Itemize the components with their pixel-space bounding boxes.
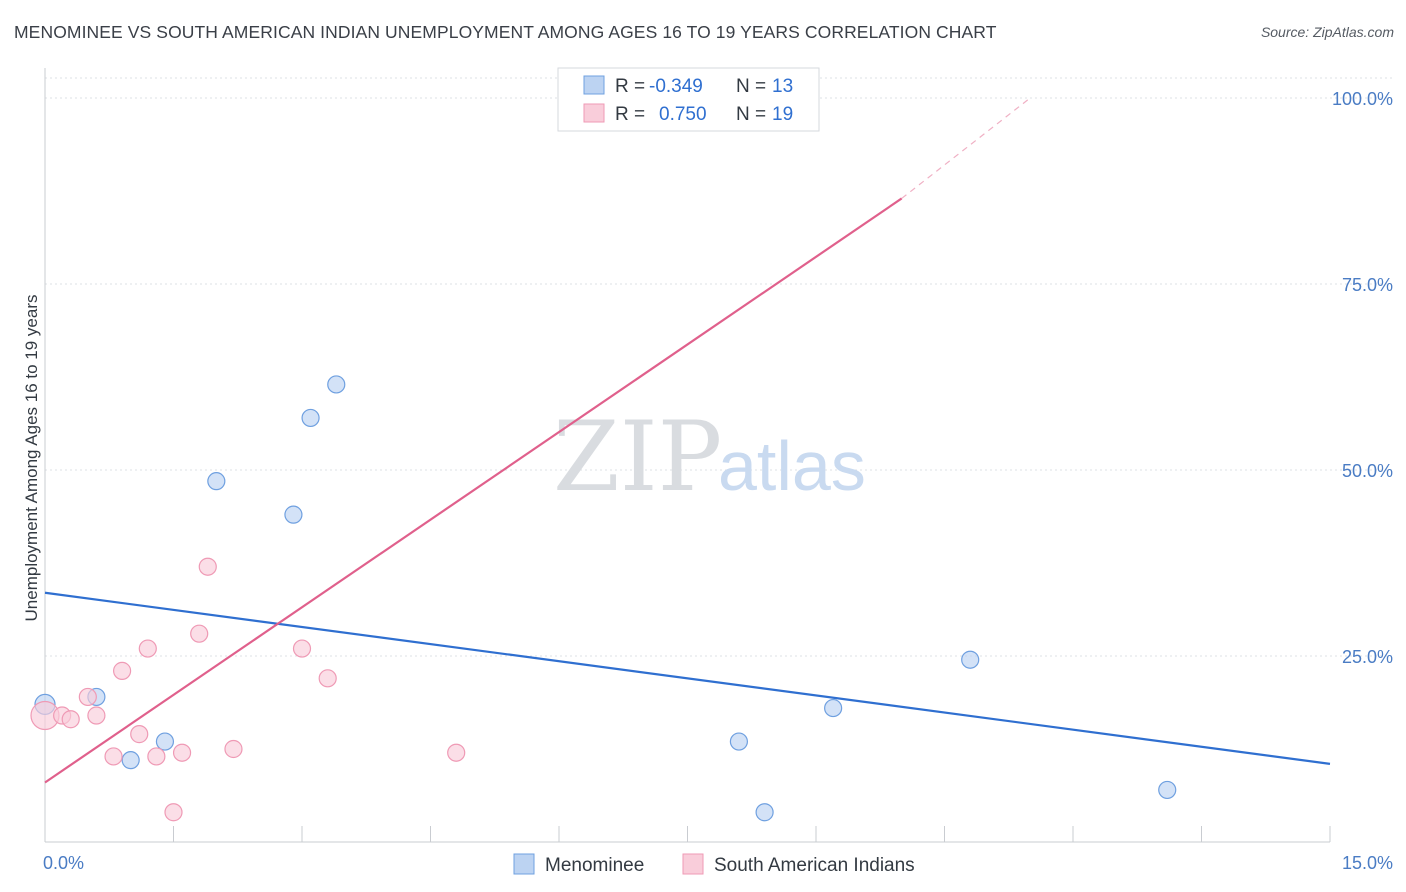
legend-swatch-south-american <box>583 103 605 123</box>
y-axis-label: Unemployment Among Ages 16 to 19 years <box>22 295 41 622</box>
point-menominee-5 <box>284 505 303 524</box>
y-tick-label-75: 75.0% <box>1342 275 1393 295</box>
trend-line-menominee <box>44 591 1331 765</box>
point-south-american-13 <box>198 557 217 576</box>
chart-title: MENOMINEE VS SOUTH AMERICAN INDIAN UNEMP… <box>14 22 997 42</box>
x-tick-labels: 0.0% 15.0% <box>43 853 1393 873</box>
trend-line-extension-south-american <box>901 97 1031 199</box>
point-menominee-11 <box>961 650 980 669</box>
correlation-legend: R = -0.349 N = 13 R = 0.750 N = 19 <box>557 67 820 132</box>
y-tick-label-25: 25.0% <box>1342 647 1393 667</box>
point-menominee-6 <box>301 408 320 428</box>
point-south-american-11 <box>172 743 192 762</box>
bottom-legend-swatch-menominee <box>513 853 535 875</box>
point-menominee-9 <box>755 803 774 822</box>
watermark: ZIP atlas <box>553 401 866 513</box>
point-menominee-4 <box>207 472 226 491</box>
y-tick-label-50: 50.0% <box>1342 461 1393 481</box>
axes <box>44 68 1331 843</box>
y-tick-labels: 25.0% 50.0% 75.0% 100.0% <box>1332 89 1393 667</box>
y-tick-label-100: 100.0% <box>1332 89 1393 109</box>
point-south-american-17 <box>447 743 466 762</box>
legend-r-value-1: -0.349 <box>649 76 703 97</box>
point-south-american-7 <box>130 725 149 744</box>
point-menominee-2 <box>121 751 140 770</box>
point-south-american-4 <box>87 706 106 725</box>
point-south-american-2 <box>61 710 80 729</box>
point-south-american-6 <box>112 661 132 680</box>
point-south-american-12 <box>190 624 209 643</box>
point-menominee-7 <box>327 375 346 394</box>
point-menominee-10 <box>824 698 843 718</box>
point-south-american-9 <box>147 747 166 766</box>
legend-r-label-2: R = <box>615 104 645 125</box>
legend-n-label-1: N = <box>736 76 766 97</box>
legend-n-label-2: N = <box>736 104 766 125</box>
point-south-american-16 <box>318 669 337 688</box>
bottom-legend-label-south-american: South American Indians <box>714 855 915 876</box>
point-menominee-12 <box>1158 780 1177 800</box>
data-points <box>30 88 1177 822</box>
point-south-american-8 <box>138 639 157 658</box>
series-legend: Menominee South American Indians <box>513 853 915 876</box>
bottom-legend-label-menominee: Menominee <box>545 855 644 876</box>
trend-lines <box>44 97 1331 784</box>
point-south-american-15 <box>292 639 312 658</box>
point-south-american-5 <box>104 747 123 766</box>
bottom-legend-swatch-south-american <box>682 853 704 875</box>
source-label: Source: ZipAtlas.com <box>1260 24 1394 40</box>
watermark-atlas: atlas <box>718 427 866 505</box>
x-tick-label-max: 15.0% <box>1342 853 1393 873</box>
watermark-zip: ZIP <box>553 401 722 513</box>
legend-n-value-1: 13 <box>772 76 793 97</box>
grid-lines <box>45 77 1392 657</box>
legend-swatch-menominee <box>583 75 605 95</box>
legend-n-value-2: 19 <box>772 104 793 125</box>
x-tick-label-min: 0.0% <box>43 853 84 873</box>
point-south-american-3 <box>78 687 97 707</box>
trend-line-south-american <box>44 197 903 784</box>
legend-r-value-2: 0.750 <box>659 104 707 125</box>
point-menominee-3 <box>155 732 175 751</box>
point-south-american-14 <box>224 739 243 759</box>
point-menominee-8 <box>729 732 749 751</box>
point-south-american-10 <box>164 803 183 822</box>
legend-r-label-1: R = <box>615 76 645 97</box>
